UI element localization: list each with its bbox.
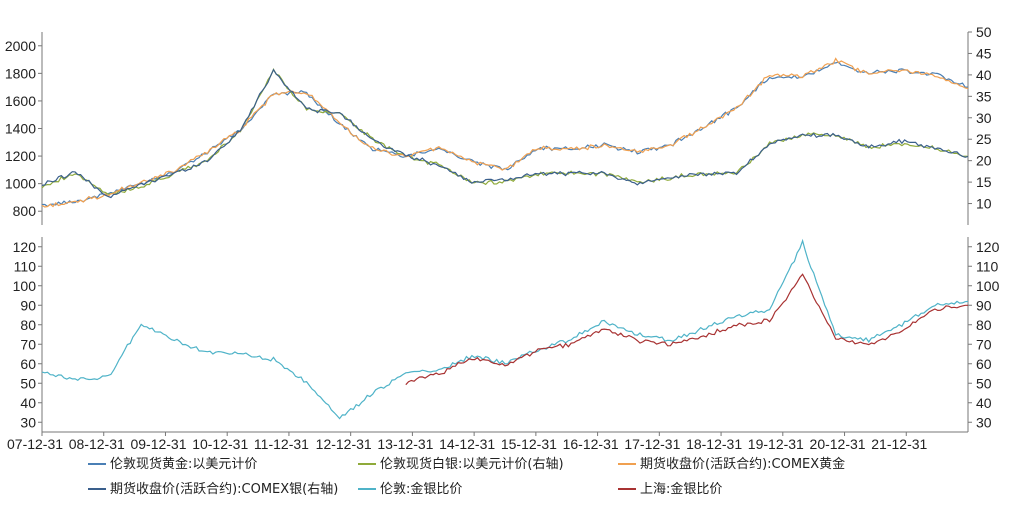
left-tick-label: 1800 bbox=[5, 65, 36, 81]
x-tick-label: 08-12-31 bbox=[69, 436, 125, 452]
legend-label: 上海:金银比价 bbox=[640, 481, 722, 497]
left-tick-label: 50 bbox=[20, 375, 36, 391]
x-tick-label: 20-12-31 bbox=[810, 436, 866, 452]
left-tick-label: 1000 bbox=[5, 176, 36, 192]
right-tick-label: 40 bbox=[976, 67, 992, 83]
left-tick-label: 800 bbox=[13, 203, 37, 219]
series-line bbox=[405, 273, 968, 386]
left-tick-label: 60 bbox=[20, 356, 36, 372]
legend-label: 伦敦现货黄金:以美元计价 bbox=[110, 456, 257, 472]
legend: 伦敦现货黄金:以美元计价 伦敦现货白银:以美元计价(右轴) 期货收盘价(活跃合约):… bbox=[88, 456, 845, 497]
right-tick-label: 30 bbox=[976, 414, 992, 430]
x-tick-label: 15-12-31 bbox=[501, 436, 557, 452]
left-tick-label: 40 bbox=[20, 395, 36, 411]
right-tick-label: 15 bbox=[976, 174, 992, 190]
legend-label: 伦敦现货白银:以美元计价(右轴) bbox=[380, 456, 564, 472]
left-tick-label: 1400 bbox=[5, 121, 36, 137]
right-tick-label: 50 bbox=[976, 24, 992, 40]
right-tick-label: 25 bbox=[976, 131, 992, 147]
x-tick-label: 16-12-31 bbox=[563, 436, 619, 452]
left-tick-label: 80 bbox=[20, 317, 36, 333]
x-tick-label: 17-12-31 bbox=[624, 436, 680, 452]
right-tick-label: 60 bbox=[976, 356, 992, 372]
left-tick-label: 90 bbox=[20, 297, 36, 313]
x-tick-label: 11-12-31 bbox=[254, 436, 309, 452]
right-tick-label: 10 bbox=[976, 196, 992, 212]
legend-label: 期货收盘价(活跃合约):COMEX黄金 bbox=[640, 456, 845, 472]
left-tick-label: 1200 bbox=[5, 148, 36, 164]
right-tick-label: 110 bbox=[976, 258, 999, 274]
x-axis: 07-12-31 08-12-31 09-12-31 10-12-31 11-12-31… bbox=[7, 431, 968, 452]
right-tick-label: 90 bbox=[976, 297, 992, 313]
left-tick-label: 30 bbox=[20, 414, 36, 430]
right-tick-label: 80 bbox=[976, 317, 992, 333]
right-tick-label: 40 bbox=[976, 395, 992, 411]
right-tick-label: 120 bbox=[976, 239, 1000, 255]
series-line bbox=[41, 68, 969, 199]
x-tick-label: 10-12-31 bbox=[192, 436, 248, 452]
left-tick-label: 70 bbox=[20, 336, 36, 352]
x-tick-label: 19-12-31 bbox=[748, 436, 804, 452]
x-tick-label: 09-12-31 bbox=[130, 436, 186, 452]
x-tick-label: 13-12-31 bbox=[377, 436, 433, 452]
x-tick-label: 07-12-31 bbox=[7, 436, 63, 452]
left-tick-label: 1600 bbox=[5, 93, 36, 109]
right-tick-label: 35 bbox=[976, 88, 992, 104]
top-panel: 800 1000 1200 1400 1600 1800 2000 10 15 20 25 30 35 4… bbox=[5, 24, 992, 225]
right-tick-label: 45 bbox=[976, 45, 992, 61]
legend-label: 期货收盘价(活跃合约):COMEX银(右轴) bbox=[110, 481, 338, 497]
right-tick-label: 70 bbox=[976, 336, 992, 352]
left-tick-label: 120 bbox=[13, 239, 37, 255]
x-tick-label: 14-12-31 bbox=[439, 436, 495, 452]
x-tick-label: 12-12-31 bbox=[316, 436, 372, 452]
right-tick-label: 30 bbox=[976, 110, 992, 126]
series-line bbox=[41, 68, 969, 195]
series-line bbox=[41, 57, 969, 208]
left-tick-label: 110 bbox=[14, 258, 37, 274]
left-tick-label: 100 bbox=[13, 278, 37, 294]
series-line bbox=[42, 61, 969, 208]
right-tick-label: 20 bbox=[976, 153, 992, 169]
right-tick-label: 50 bbox=[976, 375, 992, 391]
right-tick-label: 100 bbox=[976, 278, 1000, 294]
left-tick-label: 2000 bbox=[5, 38, 36, 54]
x-tick-label: 21-12-31 bbox=[871, 436, 927, 452]
x-tick-label: 18-12-31 bbox=[686, 436, 742, 452]
legend-label: 伦敦:金银比价 bbox=[380, 481, 462, 497]
bottom-panel: 30 40 50 60 70 80 90 100 110 120 30 40 50 60 70 80 90 100… bbox=[13, 237, 1000, 432]
series-line bbox=[41, 238, 969, 420]
